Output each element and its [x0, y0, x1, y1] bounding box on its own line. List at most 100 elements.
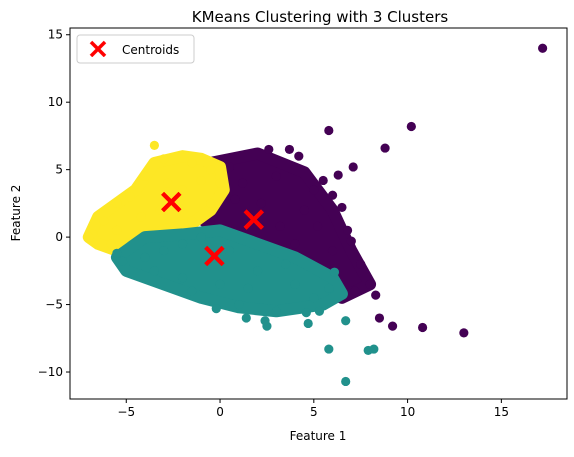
x-tick-label: 0	[216, 405, 224, 419]
cluster-0-point-22	[417, 322, 428, 333]
centroid-marker-0	[243, 209, 265, 230]
cluster-2-point-11	[211, 304, 221, 314]
cluster-0-point-11	[309, 185, 319, 195]
cluster-0-point-35	[299, 205, 310, 215]
cluster-2-point-14	[309, 293, 319, 303]
cluster-2-dense-region	[110, 224, 348, 318]
cluster-2-point-21	[177, 239, 188, 249]
cluster-2-point-17	[290, 279, 300, 289]
cluster-2-point-20	[196, 232, 206, 242]
centroid-marker-2	[204, 245, 225, 267]
cluster-0-point-10	[327, 190, 338, 200]
cluster-2-point-23	[140, 252, 150, 262]
cluster-1-point-10	[215, 178, 225, 188]
cluster-1-point-9	[206, 165, 216, 175]
cluster-0-point-0	[538, 43, 548, 53]
cluster-1-point-21	[196, 175, 206, 186]
cluster-2-point-16	[324, 283, 334, 293]
legend-label-centroids: Centroids	[122, 43, 179, 57]
legend: Centroids	[76, 34, 195, 64]
cluster-2-point-13	[271, 306, 281, 316]
cluster-0-point-5	[264, 144, 274, 155]
x-axis: −5 0 5 10 15	[117, 399, 509, 419]
cluster-2-point-6	[301, 308, 311, 318]
cluster-2-point-30	[243, 283, 253, 293]
cluster-2-point-12	[234, 299, 244, 310]
cluster-0-point-2	[324, 125, 334, 136]
cluster-1-point-2	[84, 232, 94, 242]
cluster-0-point-17	[365, 279, 375, 289]
cluster-0-point-1	[406, 121, 416, 132]
cluster-2-point-29	[215, 279, 225, 289]
plot-area	[82, 43, 548, 387]
cluster-1-point-20	[136, 212, 146, 222]
cluster-1-point-8	[187, 158, 197, 168]
cluster-2-point-5	[314, 306, 325, 316]
cluster-0-point-12	[337, 202, 347, 213]
cluster-0-point-42	[312, 221, 323, 231]
y-tick-label: −10	[38, 365, 63, 379]
cluster-1-point-4	[112, 198, 122, 208]
cluster-2-point-3	[369, 344, 379, 354]
cluster-1-point-5	[125, 192, 135, 202]
cluster-1-point-19	[155, 205, 165, 215]
cluster-1-point-0	[149, 140, 159, 150]
cluster-2-point-31	[281, 259, 291, 269]
legend-centroid-icon	[89, 40, 107, 58]
cluster-2-point-19	[224, 246, 235, 256]
cluster-1-point-12	[187, 216, 197, 226]
cluster-2-point-27	[177, 272, 188, 283]
cluster-0-point-19	[350, 286, 360, 296]
cluster-0-point-6	[294, 151, 304, 161]
x-tick-label: 5	[310, 405, 318, 419]
cluster-1-point-17	[106, 239, 116, 249]
cluster-1-point-23	[112, 225, 122, 235]
cluster-0-point-18	[371, 290, 381, 300]
cluster-2-point-9	[260, 316, 270, 326]
cluster-0-point-34	[271, 171, 281, 181]
cluster-1-point-7	[159, 154, 169, 164]
chart-title: KMeans Clustering with 3 Clusters	[192, 8, 449, 26]
cluster-2-point-26	[149, 266, 159, 276]
x-tick-label: −5	[117, 405, 135, 419]
x-axis-label: Feature 1	[290, 429, 347, 443]
axes-frame	[69, 27, 568, 400]
y-tick-label: 0	[55, 230, 63, 244]
cluster-0-point-36	[275, 221, 285, 231]
cluster-0-point-15	[327, 246, 338, 256]
y-axis-label: Feature 2	[9, 185, 23, 242]
cluster-0-point-7	[348, 162, 358, 172]
x-tick-label: 15	[494, 405, 509, 419]
cluster-2-point-18	[252, 266, 263, 276]
x-tick-label: 10	[400, 405, 415, 419]
legend-box	[76, 34, 195, 64]
cluster-0-point-23	[459, 328, 469, 338]
cluster-0-point-20	[374, 313, 385, 323]
y-axis: −10 −5 0 5 10 15	[38, 28, 70, 379]
cluster-2-point-1	[324, 344, 334, 354]
cluster-0-point-40	[230, 194, 240, 204]
cluster-0-point-9	[318, 175, 328, 186]
cluster-0-point-8	[333, 170, 343, 180]
cluster-0-point-33	[237, 178, 248, 188]
cluster-0-point-21	[387, 321, 398, 331]
cluster-2-point-0	[341, 376, 351, 387]
cluster-1-point-22	[162, 178, 173, 188]
y-tick-label: −5	[45, 298, 63, 312]
cluster-2-point-25	[112, 248, 122, 258]
cluster-0-point-37	[256, 198, 266, 208]
y-tick-label: 10	[48, 95, 63, 109]
cluster-0-point-3	[380, 143, 390, 153]
cluster-0-point-4	[284, 144, 295, 155]
cluster-2-point-22	[159, 246, 169, 256]
cluster-2-point-4	[341, 316, 351, 326]
cluster-0-point-16	[356, 259, 366, 269]
cluster-0-point-13	[342, 225, 353, 235]
cluster-1-point-6	[140, 171, 150, 181]
y-tick-label: 5	[55, 163, 63, 177]
cluster-2-point-7	[303, 318, 313, 329]
cluster-0-point-14	[346, 236, 356, 246]
cluster-1-point-18	[177, 185, 188, 195]
legend-centroid-marker	[89, 40, 107, 58]
